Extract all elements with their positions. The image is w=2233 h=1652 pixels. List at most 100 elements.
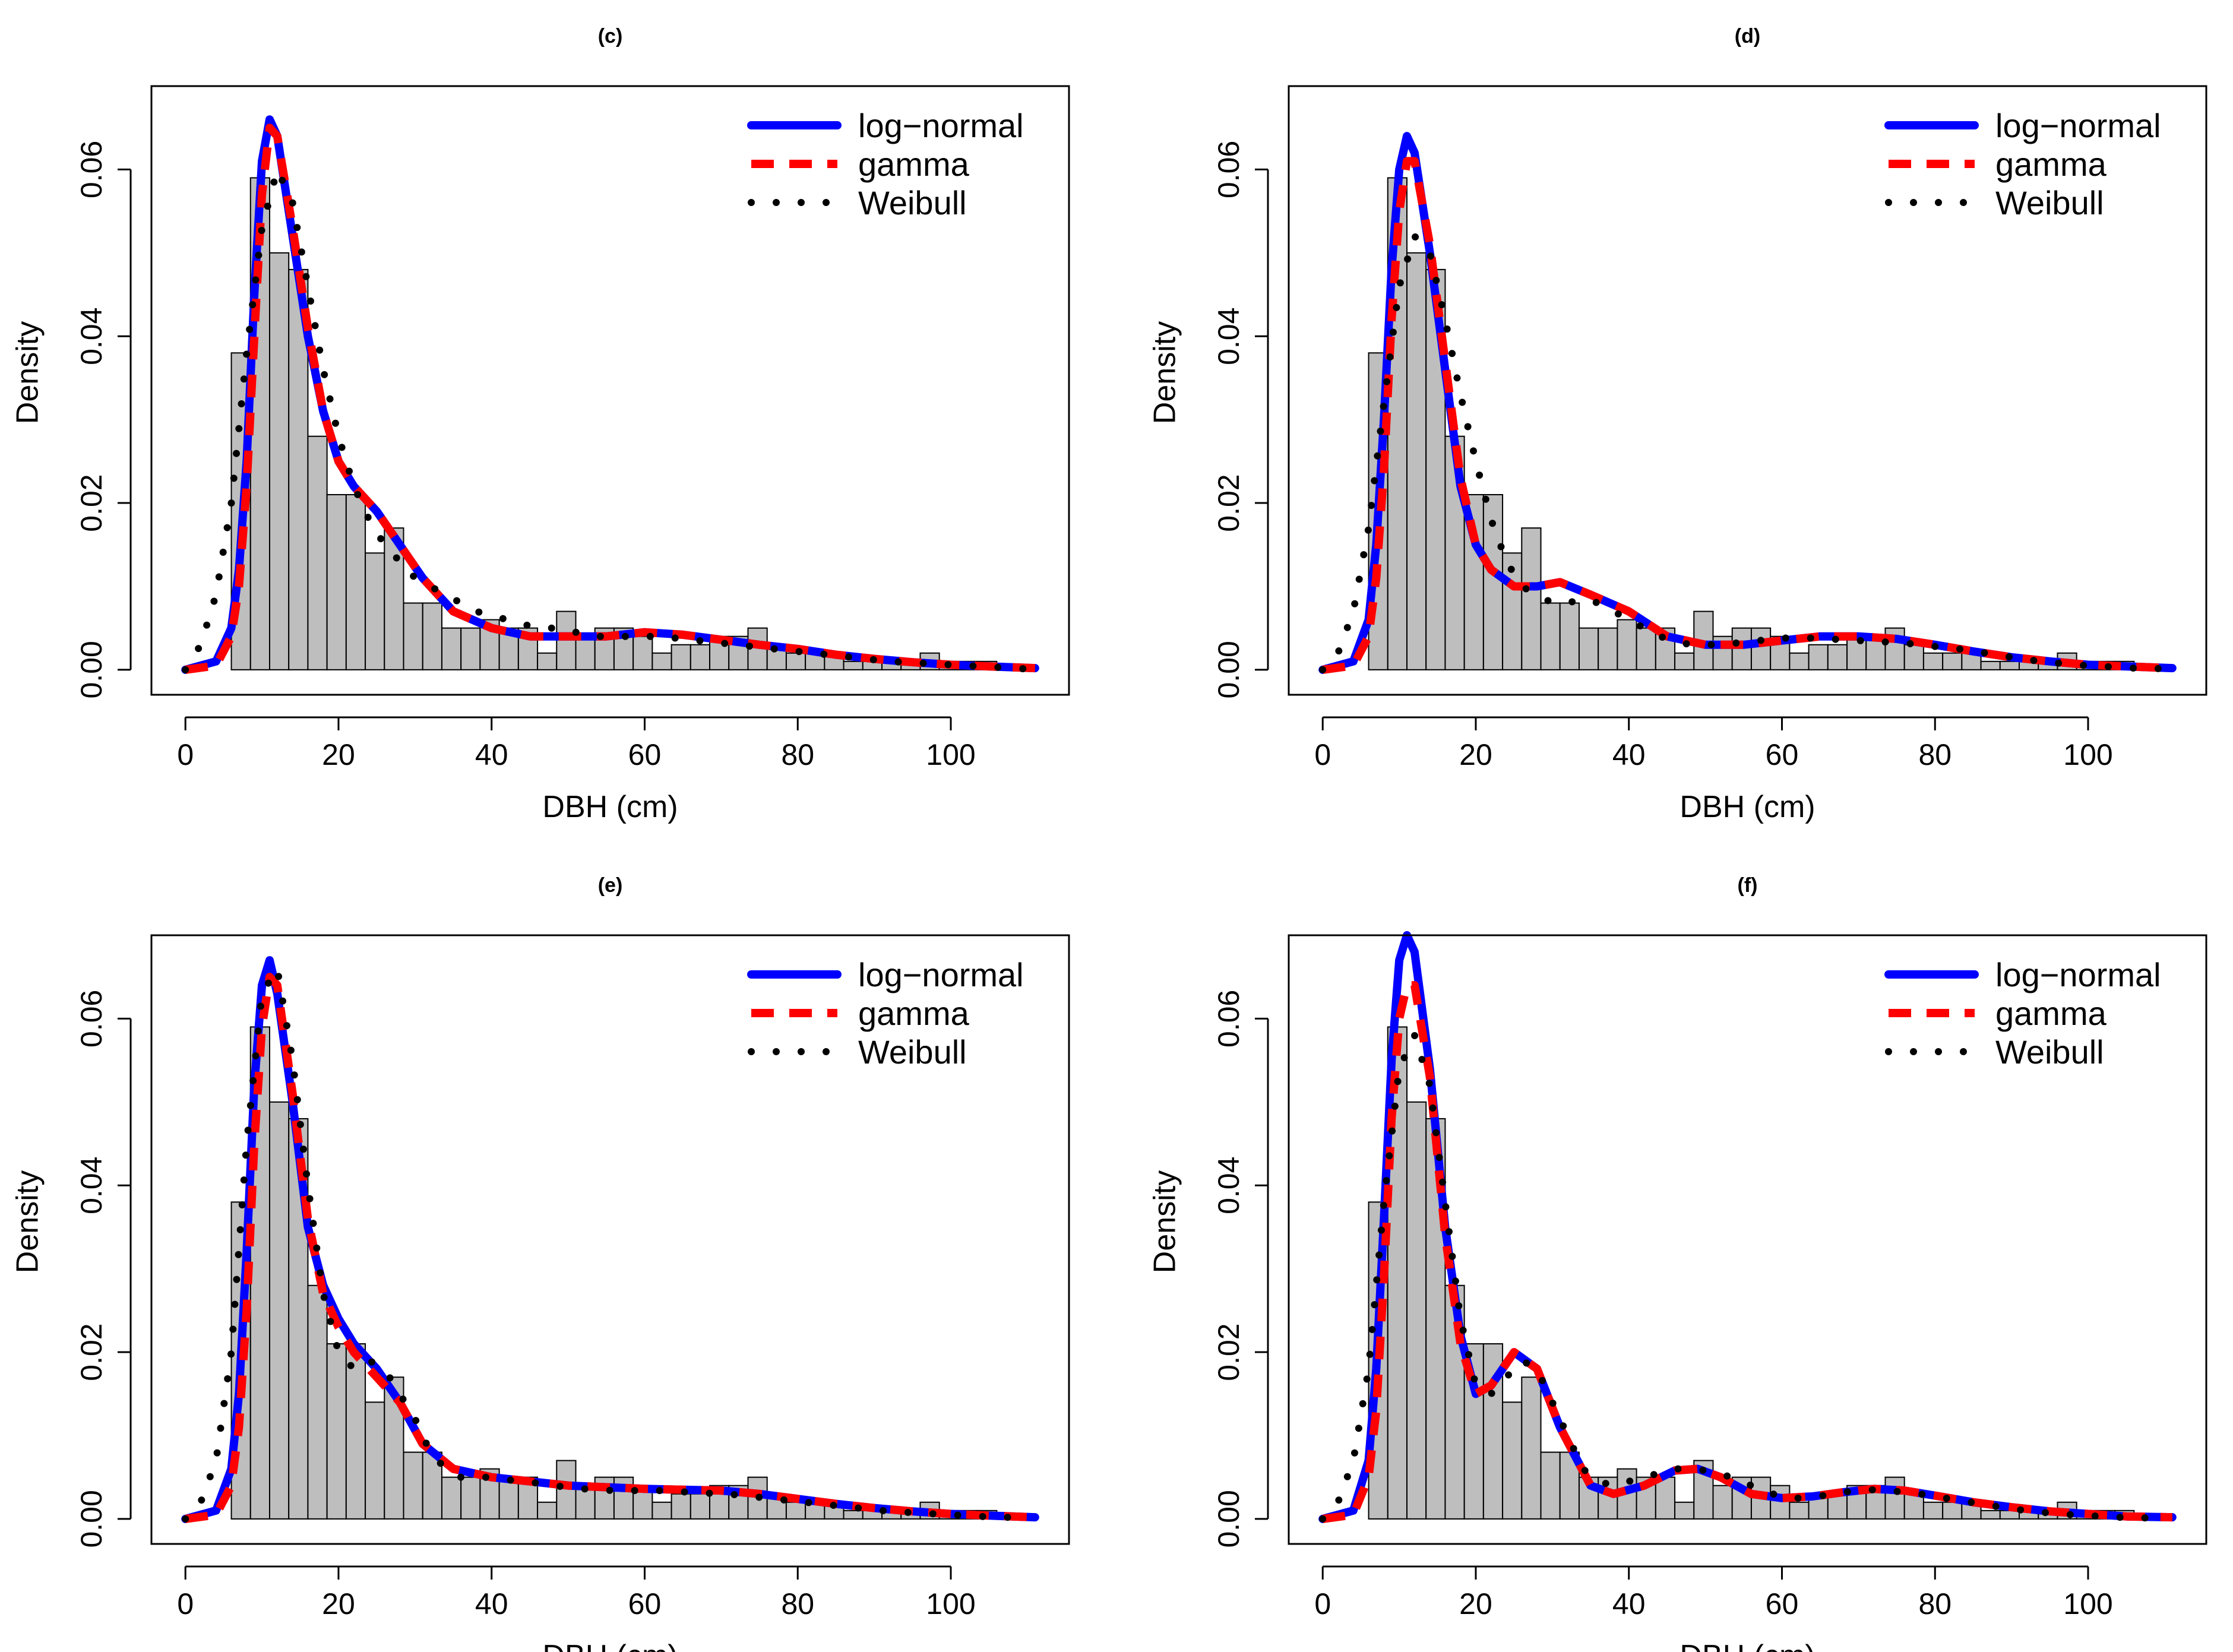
histogram-bar xyxy=(1903,644,1924,670)
histogram-bar xyxy=(613,1476,634,1520)
x-axis-title: DBH (cm) xyxy=(542,790,678,824)
histogram-bar xyxy=(365,552,385,670)
histogram-bar xyxy=(1521,527,1542,670)
y-tick-label: 0.00 xyxy=(75,1490,108,1547)
histogram-bar xyxy=(326,494,347,670)
histogram-bar xyxy=(1750,627,1772,670)
plot-frame xyxy=(150,85,1070,696)
histogram-bar xyxy=(670,1493,691,1520)
histogram-bar xyxy=(422,602,442,670)
x-axis: 0 20 40 60 80 100 DBH (cm) xyxy=(1314,1565,2113,1652)
x-tick-label: 0 xyxy=(1314,738,1331,771)
histogram-bar xyxy=(1903,1493,1924,1520)
histogram-bars xyxy=(1368,177,2135,670)
histogram-bar xyxy=(1808,644,1829,670)
histogram-bar xyxy=(365,1401,385,1520)
x-tick-label: 40 xyxy=(475,738,508,771)
y-tick-label: 0.06 xyxy=(1212,141,1245,198)
histogram-bar xyxy=(1617,619,1637,670)
legend-label: Weibull xyxy=(1995,184,2104,221)
chart-panel-c: (c) 0 20 40 60 80 100 DBH (cm) 0.00 0.02 0.04 0.06 D… xyxy=(11,25,1070,824)
histogram-bars xyxy=(230,1026,998,1520)
legend-label: gamma xyxy=(1995,995,2107,1032)
histogram-bar xyxy=(460,627,481,670)
x-axis: 0 20 40 60 80 100 DBH (cm) xyxy=(177,716,976,824)
y-tick-label: 0.04 xyxy=(1212,1157,1245,1214)
histogram-bar xyxy=(1999,660,2020,670)
legend-label: log−normal xyxy=(1995,107,2161,144)
panel-title: (e) xyxy=(598,874,623,897)
y-tick-label: 0.04 xyxy=(75,308,108,365)
x-tick-label: 80 xyxy=(781,1587,814,1621)
chart-panel-d: (d) 0 20 40 60 80 100 DBH (cm) 0.00 0.02 0.04 0.06 D… xyxy=(1148,25,2207,824)
legend-label: log−normal xyxy=(858,107,1024,144)
histogram-bar xyxy=(575,635,596,670)
y-tick-label: 0.06 xyxy=(75,990,108,1047)
y-axis: 0.00 0.02 0.04 0.06 Density xyxy=(1148,990,1269,1548)
histogram-bar xyxy=(785,1501,806,1520)
x-tick-label: 80 xyxy=(1918,1587,1951,1621)
histogram-bar xyxy=(689,644,711,670)
histogram-bar xyxy=(556,610,577,670)
histogram-bar xyxy=(1674,1501,1695,1520)
histogram-bar xyxy=(1598,627,1618,670)
y-tick-label: 0.00 xyxy=(1212,1490,1245,1547)
panel-title: (d) xyxy=(1735,25,1760,48)
y-axis-title: Density xyxy=(1148,1170,1182,1273)
x-tick-label: 20 xyxy=(322,738,355,771)
histogram-bar xyxy=(441,1476,462,1520)
legend-label: Weibull xyxy=(858,184,967,221)
x-tick-label: 0 xyxy=(177,738,194,771)
histogram-bar xyxy=(498,1476,519,1520)
y-tick-label: 0.02 xyxy=(75,474,108,531)
histogram-bar xyxy=(1942,1501,1963,1520)
histogram-bar xyxy=(1406,1101,1427,1520)
histogram-bar xyxy=(785,652,806,670)
x-tick-label: 60 xyxy=(628,1587,662,1621)
histogram-bar xyxy=(268,252,290,670)
histogram-bar xyxy=(1980,660,2001,670)
histogram-bar xyxy=(345,1343,366,1520)
histogram-bar xyxy=(1502,1401,1523,1520)
histogram-bar xyxy=(1712,1485,1733,1520)
histogram-bar xyxy=(403,1451,423,1520)
histogram-bar xyxy=(651,1501,672,1520)
legend-label: Weibull xyxy=(1995,1033,2104,1071)
x-tick-label: 100 xyxy=(2063,738,2112,771)
x-tick-label: 0 xyxy=(1314,1587,1331,1621)
histogram-bar xyxy=(326,1343,347,1520)
histogram-bar xyxy=(1521,1376,1542,1520)
y-tick-label: 0.06 xyxy=(1212,990,1245,1047)
y-axis: 0.00 0.02 0.04 0.06 Density xyxy=(11,990,132,1548)
histogram-bar xyxy=(1827,644,1848,670)
series-line-weibull xyxy=(182,965,1031,1523)
series-line-gamma xyxy=(185,973,1036,1523)
legend-label: gamma xyxy=(858,145,970,183)
histogram-bar xyxy=(632,635,653,670)
histogram-bar xyxy=(1980,1509,2001,1520)
x-tick-label: 40 xyxy=(475,1587,508,1621)
y-tick-label: 0.02 xyxy=(75,1323,108,1381)
legend-label: log−normal xyxy=(858,956,1024,993)
x-tick-label: 60 xyxy=(1766,738,1799,771)
legend-label: log−normal xyxy=(1995,956,2161,993)
y-axis: 0.00 0.02 0.04 0.06 Density xyxy=(11,141,132,699)
x-axis: 0 20 40 60 80 100 DBH (cm) xyxy=(177,1565,976,1652)
legend-label: gamma xyxy=(1995,145,2107,183)
histogram-bars xyxy=(1368,1026,2135,1520)
series-line-weibull xyxy=(1319,232,2168,673)
plot-frame xyxy=(1288,934,2207,1545)
y-axis: 0.00 0.02 0.04 0.06 Density xyxy=(1148,141,1269,699)
histogram-bar xyxy=(1789,652,1810,670)
x-axis-title: DBH (cm) xyxy=(1680,1639,1815,1652)
histogram-bar xyxy=(441,627,462,670)
histogram-bar xyxy=(1674,652,1695,670)
histogram-bar xyxy=(843,1509,864,1520)
histogram-bar xyxy=(651,652,672,670)
y-axis-title: Density xyxy=(1148,321,1182,424)
y-tick-label: 0.04 xyxy=(75,1157,108,1214)
histogram-bar xyxy=(1942,652,1963,670)
